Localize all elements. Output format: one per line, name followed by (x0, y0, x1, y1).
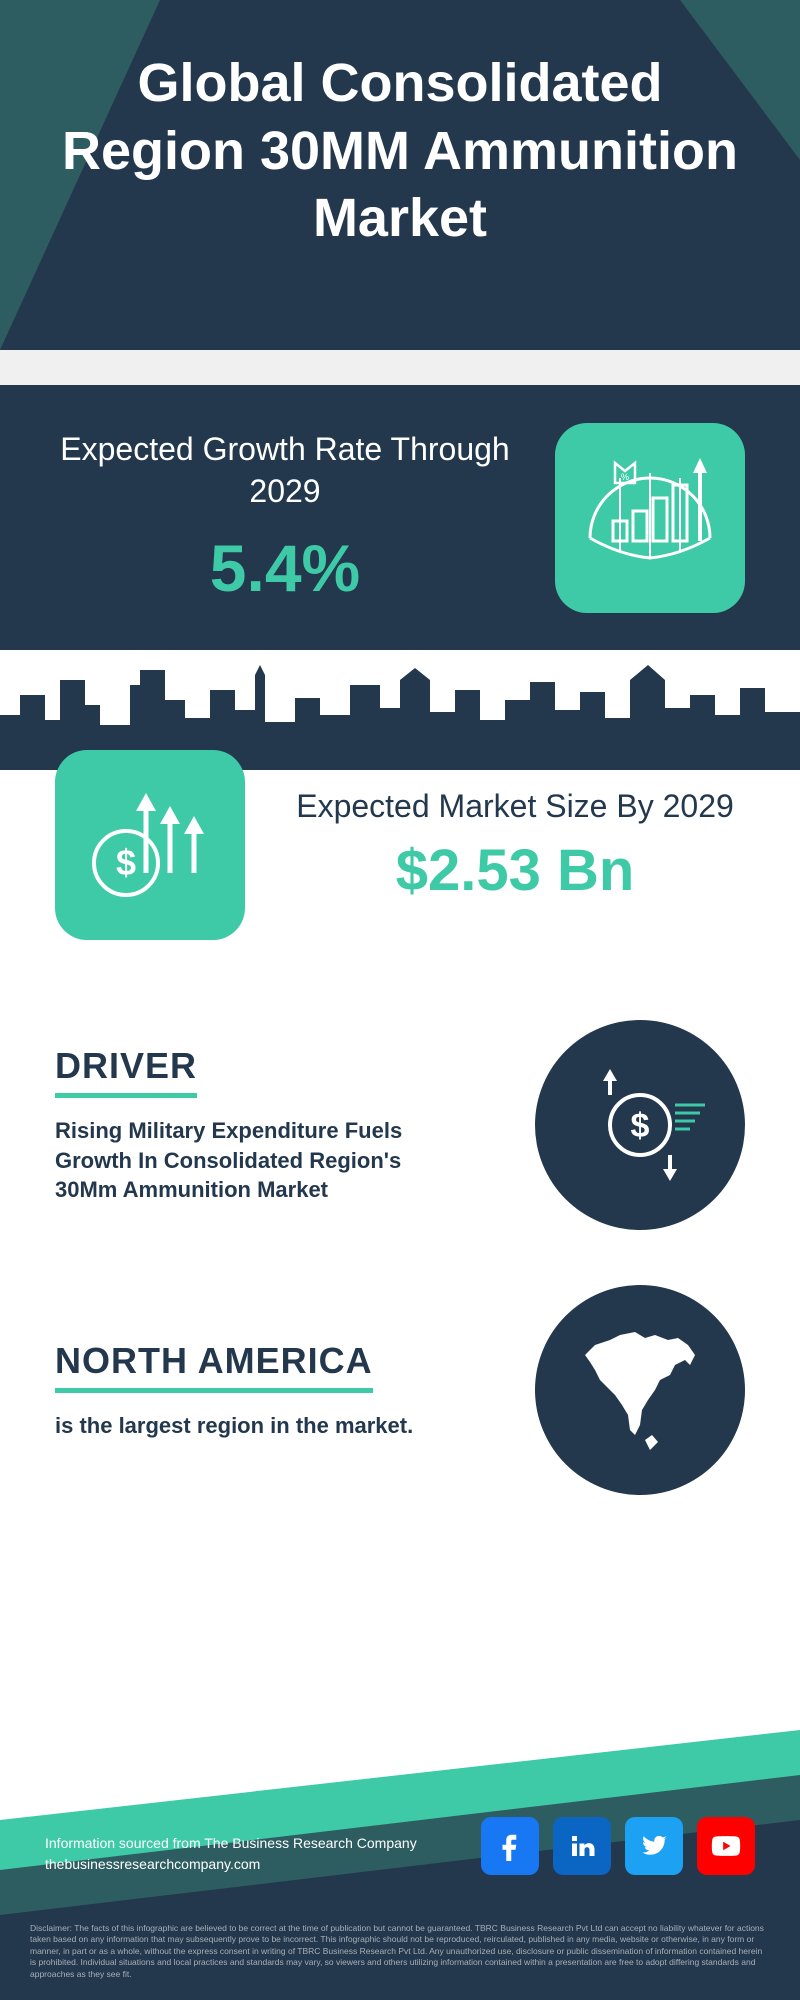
driver-body: Rising Military Expenditure Fuels Growth… (55, 1116, 455, 1205)
social-links (481, 1817, 755, 1875)
growth-rate-card: Expected Growth Rate Through 2029 5.4% % (0, 385, 800, 650)
growth-label: Expected Growth Rate Through 2029 (55, 429, 515, 512)
facebook-icon[interactable] (481, 1817, 539, 1875)
svg-text:$: $ (115, 842, 135, 883)
driver-heading: DRIVER (55, 1045, 197, 1098)
north-america-map-icon (535, 1285, 745, 1495)
svg-text:$: $ (631, 1107, 650, 1145)
growth-chart-icon: % (555, 423, 745, 613)
disclaimer-text: Disclaimer: The facts of this infographi… (30, 1923, 770, 1980)
svg-text:%: % (621, 472, 629, 482)
region-body: is the largest region in the market. (55, 1411, 455, 1441)
page-title: Global Consolidated Region 30MM Ammuniti… (0, 0, 800, 253)
growth-text-block: Expected Growth Rate Through 2029 5.4% (55, 429, 515, 606)
footer-source-text: Information sourced from The Business Re… (45, 1833, 417, 1875)
region-heading: NORTH AMERICA (55, 1340, 373, 1393)
footer: Information sourced from The Business Re… (0, 1610, 800, 2000)
dollar-exchange-icon: $ (535, 1020, 745, 1230)
market-size-section: $ Expected Market Size By 2029 $2.53 Bn (0, 650, 800, 965)
twitter-icon[interactable] (625, 1817, 683, 1875)
market-value: $2.53 Bn (285, 837, 745, 904)
youtube-icon[interactable] (697, 1817, 755, 1875)
region-row: NORTH AMERICA is the largest region in t… (55, 1285, 745, 1495)
header-block: Global Consolidated Region 30MM Ammuniti… (0, 0, 800, 350)
market-text-block: Expected Market Size By 2029 $2.53 Bn (285, 786, 745, 905)
growth-value: 5.4% (55, 530, 515, 606)
driver-row: DRIVER Rising Military Expenditure Fuels… (55, 1020, 745, 1230)
market-label: Expected Market Size By 2029 (285, 786, 745, 828)
divider-band (0, 350, 800, 385)
footer-line2: thebusinessresearchcompany.com (45, 1854, 417, 1875)
info-section: DRIVER Rising Military Expenditure Fuels… (0, 965, 800, 1580)
linkedin-icon[interactable] (553, 1817, 611, 1875)
footer-line1: Information sourced from The Business Re… (45, 1833, 417, 1854)
dollar-growth-icon: $ (55, 750, 245, 940)
